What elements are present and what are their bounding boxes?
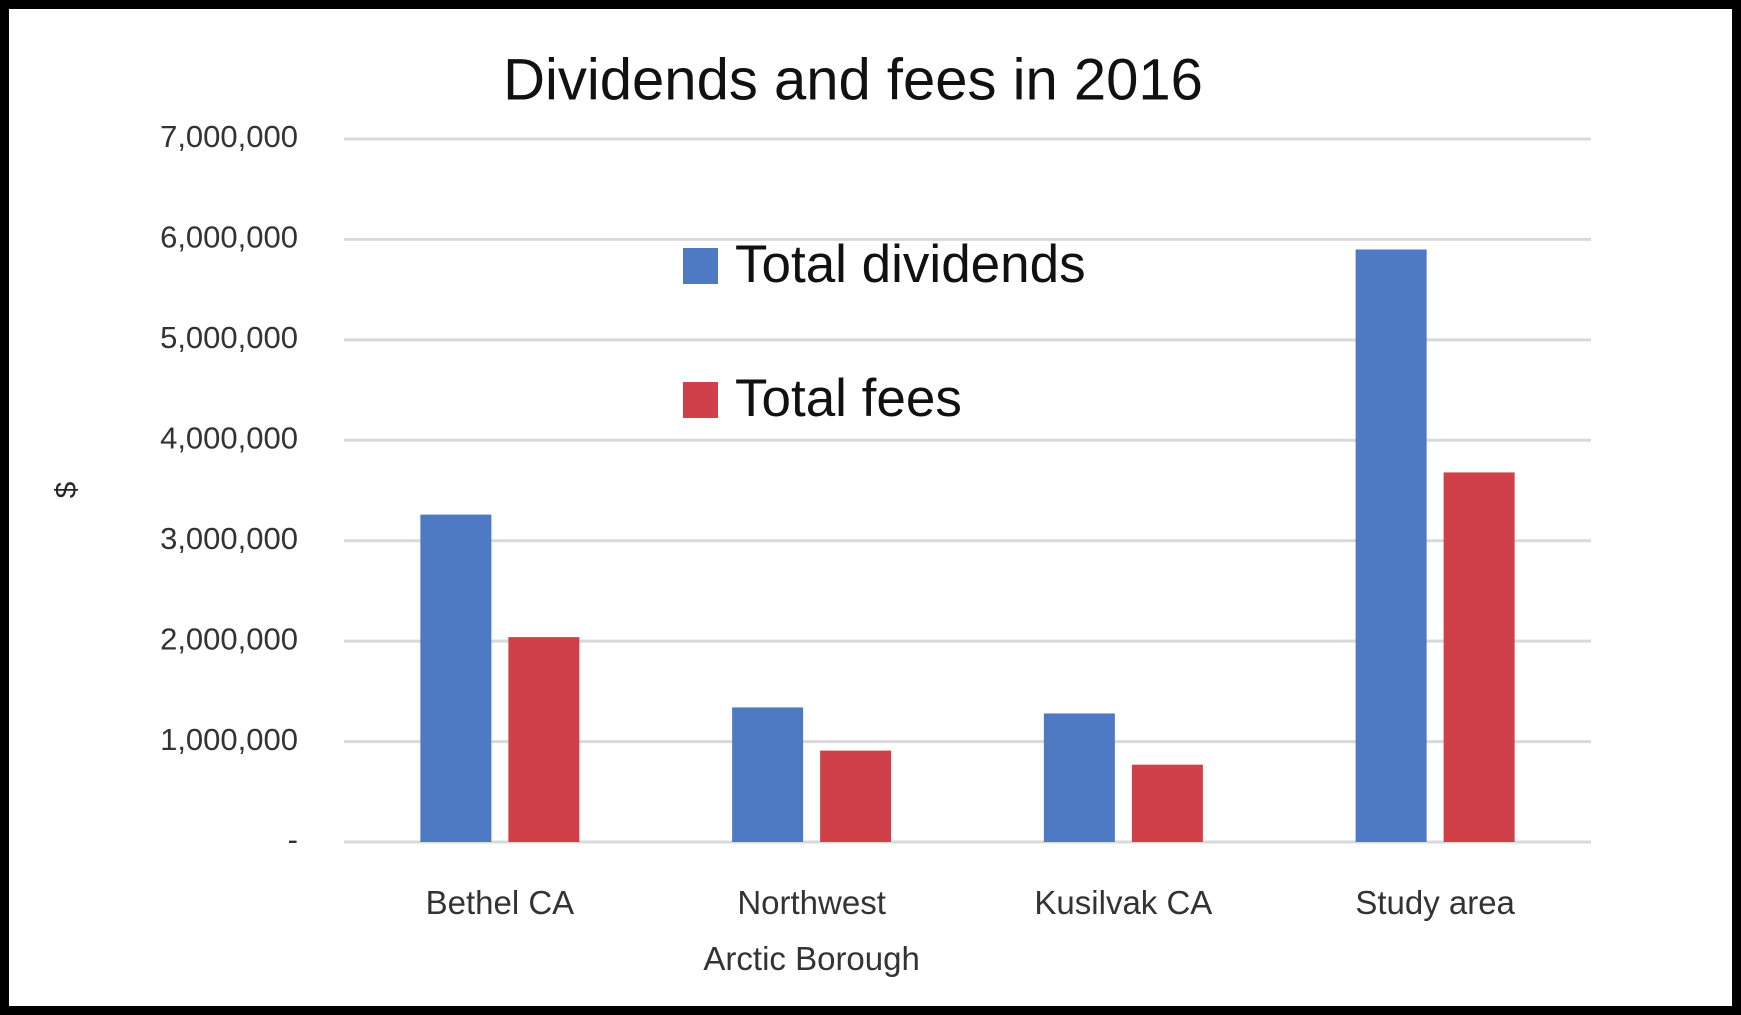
- bar: [1043, 713, 1115, 842]
- bar: [820, 750, 892, 842]
- y-tick-label: 4,000,000: [160, 420, 298, 455]
- y-tick-label: 6,000,000: [160, 220, 298, 255]
- x-tick-label: Bethel CA: [425, 884, 575, 921]
- y-tick-label: 1,000,000: [160, 722, 298, 757]
- x-tick-label: Kusilvak CA: [1034, 884, 1213, 921]
- y-tick-label: 5,000,000: [160, 320, 298, 355]
- legend-swatch: [683, 382, 718, 418]
- legend-swatch: [683, 248, 718, 284]
- legend-label: Total fees: [735, 369, 962, 428]
- bar: [732, 707, 804, 842]
- x-tick-label: Study area: [1355, 884, 1515, 921]
- legend-label: Total dividends: [735, 235, 1086, 294]
- y-tick-label: -: [288, 822, 298, 857]
- chart-title: Dividends and fees in 2016: [503, 47, 1203, 112]
- y-tick-label: 3,000,000: [160, 521, 298, 556]
- bar: [1355, 249, 1427, 842]
- bar: [1443, 472, 1515, 842]
- y-tick-label: 2,000,000: [160, 621, 298, 656]
- bar: [508, 637, 580, 842]
- x-tick-label: Northwest Arctic Borough: [703, 884, 920, 977]
- y-axis-label: $: [50, 481, 83, 498]
- bar: [1131, 764, 1203, 842]
- y-tick-label: 7,000,000: [160, 119, 298, 154]
- bar: [420, 514, 492, 842]
